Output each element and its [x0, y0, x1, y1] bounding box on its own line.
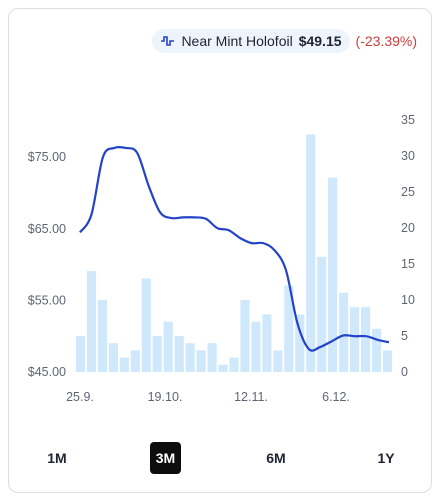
range-1y-button[interactable]: 1Y [377, 450, 395, 466]
volume-bar [207, 343, 217, 372]
date-tick-label: 6.12. [322, 390, 350, 404]
volume-bar [185, 343, 195, 372]
volume-bar [317, 256, 327, 372]
volume-bar [152, 336, 162, 372]
volume-tick-label: 10 [401, 293, 415, 307]
volume-bar [75, 336, 86, 372]
volume-bar [229, 357, 239, 372]
price-tick-label: $65.00 [28, 222, 66, 236]
volume-tick-label: 30 [401, 149, 415, 163]
volume-bar [163, 321, 173, 372]
volume-bar [141, 278, 151, 372]
volume-tick-label: 35 [401, 113, 415, 127]
volume-bar [339, 292, 349, 372]
volume-bar [119, 357, 129, 372]
volume-axis: 0 5 10 15 20 25 30 35 [401, 113, 415, 379]
volume-bar [382, 350, 393, 372]
price-tick-label: $75.00 [28, 150, 66, 164]
price-line-path [79, 145, 390, 352]
line-chart-icon [161, 36, 175, 46]
volume-bar [328, 177, 338, 372]
range-selector: 1M 3M 6M 1Y [0, 442, 442, 474]
volume-bar [130, 350, 140, 372]
volume-bar [306, 134, 316, 372]
volume-tick-label: 25 [401, 185, 415, 199]
legend-current-price: $49.15 [298, 33, 342, 49]
chart-legend: Near Mint Holofoil $49.15 (-23.39%) [152, 29, 417, 53]
range-3m-button[interactable]: 3M [150, 442, 181, 474]
legend-price-change: (-23.39%) [355, 33, 417, 49]
price-volume-chart: $45.00$55.00$65.00$75.00 05101520253035 … [28, 113, 415, 404]
price-axis: $45.00 $55.00 $65.00 $75.00 [28, 150, 66, 379]
price-tick-label: $55.00 [28, 293, 66, 307]
volume-bar [361, 307, 371, 372]
volume-tick-label: 5 [401, 329, 408, 343]
volume-bar [284, 285, 294, 372]
volume-bar [262, 314, 272, 372]
price-tick-label: $45.00 [28, 365, 66, 379]
legend-series-label: Near Mint Holofoil [181, 33, 293, 49]
legend-pill[interactable]: Near Mint Holofoil $49.15 [152, 29, 350, 53]
volume-bar [251, 321, 261, 372]
date-axis: 25.9. 19.10. 12.11. 6.12. [66, 390, 350, 404]
date-tick-label: 25.9. [66, 390, 94, 404]
range-6m-button[interactable]: 6M [266, 450, 286, 466]
volume-tick-label: 0 [401, 365, 408, 379]
volume-bar [196, 350, 206, 372]
date-tick-label: 19.10. [148, 390, 183, 404]
volume-bar [174, 336, 184, 372]
volume-tick-label: 15 [401, 257, 415, 271]
volume-bar [350, 307, 360, 372]
volume-bar [240, 300, 250, 372]
volume-bar [86, 271, 97, 372]
price-chart-card [8, 8, 432, 493]
volume-bars [75, 134, 393, 372]
volume-bar [295, 314, 305, 372]
volume-bar [273, 350, 283, 372]
volume-tick-label: 20 [401, 221, 415, 235]
date-tick-label: 12.11. [234, 390, 268, 404]
volume-bar [108, 343, 118, 372]
volume-bar [97, 300, 107, 372]
volume-bar [371, 328, 382, 372]
range-1m-button[interactable]: 1M [47, 450, 67, 466]
volume-bar [218, 364, 228, 372]
price-line [79, 145, 390, 352]
